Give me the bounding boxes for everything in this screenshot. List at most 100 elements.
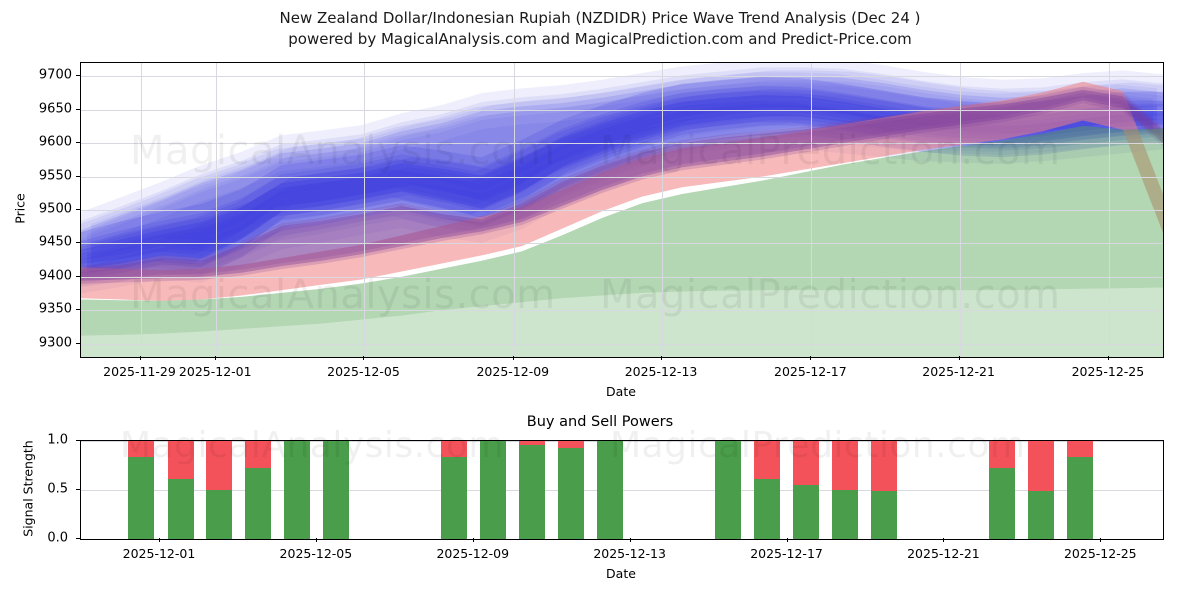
price-band-wave-band-inner-blue xyxy=(81,101,1153,274)
signal-x-tick-label: 2025-12-21 xyxy=(907,546,980,561)
price-y-tick-label: 9450 xyxy=(38,234,72,250)
signal-bar[interactable] xyxy=(245,441,272,539)
signal-x-tick-mark xyxy=(472,538,474,542)
price-band-support-band-green-lower xyxy=(81,287,1163,357)
sell-power-segment xyxy=(441,441,468,457)
signal-x-tick-label: 2025-12-13 xyxy=(593,546,666,561)
buy-power-segment xyxy=(715,441,742,539)
signal-y-tick-label: 0.0 xyxy=(47,530,68,546)
price-x-tick-mark xyxy=(215,356,217,360)
price-y-tick-label: 9550 xyxy=(38,168,72,184)
price-x-tick-label: 2025-12-01 xyxy=(178,364,252,379)
price-y-tick-label: 9400 xyxy=(38,268,72,284)
buy-power-segment xyxy=(870,490,897,539)
signal-x-tick-mark xyxy=(1100,538,1102,542)
buy-power-segment xyxy=(792,485,819,539)
sell-power-segment xyxy=(1027,441,1054,491)
price-band-wave-band-outer-blue xyxy=(81,63,1163,258)
signal-x-tick-mark xyxy=(158,538,160,542)
price-x-tick-label: 2025-12-25 xyxy=(1071,364,1145,379)
buy-power-segment xyxy=(127,456,154,539)
signal-bar[interactable] xyxy=(558,441,585,539)
buy-power-segment xyxy=(167,479,194,539)
signal-chart-plot-area xyxy=(80,440,1164,540)
signal-bar[interactable] xyxy=(441,441,468,539)
gridline-vertical xyxy=(662,63,664,357)
price-band-wave-band-inner-blue xyxy=(91,89,1163,263)
signal-x-tick-label: 2025-12-05 xyxy=(279,546,353,561)
price-y-tick-label: 9700 xyxy=(38,67,72,83)
signal-x-tick-mark xyxy=(943,538,945,542)
price-x-tick-label: 2025-12-13 xyxy=(624,364,698,379)
price-y-tick-mark xyxy=(76,209,80,210)
sell-power-segment xyxy=(831,441,858,490)
price-y-tick-mark xyxy=(76,275,80,277)
price-y-tick-mark xyxy=(76,108,80,110)
signal-y-tick-mark xyxy=(76,538,80,539)
signal-bar[interactable] xyxy=(715,441,742,539)
price-y-tick-label: 9500 xyxy=(38,201,72,217)
signal-bar[interactable] xyxy=(127,441,154,539)
price-band-wave-band-inner-blue xyxy=(81,77,1163,251)
signal-bar[interactable] xyxy=(1027,441,1054,539)
signal-bar[interactable] xyxy=(480,441,507,539)
price-band-support-band-green xyxy=(81,125,1163,336)
gridline-horizontal xyxy=(81,176,1163,178)
price-x-tick-label: 2025-12-09 xyxy=(476,364,550,379)
buy-power-segment xyxy=(441,456,468,539)
signal-y-tick-mark xyxy=(76,489,80,490)
buy-power-segment xyxy=(206,490,233,539)
price-y-tick-mark xyxy=(76,242,80,244)
buy-power-segment xyxy=(323,441,350,539)
price-wave-bands xyxy=(81,63,1163,357)
sell-power-segment xyxy=(792,441,819,486)
sell-power-segment xyxy=(870,441,897,491)
signal-x-tick-mark xyxy=(315,538,317,542)
signal-bar[interactable] xyxy=(792,441,819,539)
price-x-tick-mark xyxy=(958,356,960,360)
buy-power-segment xyxy=(1027,490,1054,539)
signal-bar[interactable] xyxy=(988,441,1015,539)
title-line-2: powered by MagicalAnalysis.com and Magic… xyxy=(288,30,912,48)
signal-x-tick-mark xyxy=(786,538,788,542)
signal-bar[interactable] xyxy=(284,441,311,539)
buy-power-segment xyxy=(480,441,507,539)
price-y-tick-label: 9350 xyxy=(38,301,72,317)
signal-bar[interactable] xyxy=(597,441,624,539)
signal-bar[interactable] xyxy=(831,441,858,539)
signal-bar[interactable] xyxy=(753,441,780,539)
signal-bar[interactable] xyxy=(1066,441,1093,539)
signal-x-tick-mark xyxy=(629,538,631,542)
price-x-tick-label: 2025-12-21 xyxy=(922,364,995,379)
buy-power-segment xyxy=(988,468,1015,539)
signal-bar[interactable] xyxy=(870,441,897,539)
gridline-horizontal xyxy=(81,243,1163,245)
buy-power-segment xyxy=(597,441,624,539)
gridline-horizontal xyxy=(81,310,1163,312)
signal-bar[interactable] xyxy=(206,441,233,539)
sell-power-segment xyxy=(753,441,780,480)
price-band-wave-band-inner-blue xyxy=(81,104,1163,278)
price-y-tick-mark xyxy=(76,175,80,177)
title-line-1: New Zealand Dollar/Indonesian Rupiah (NZ… xyxy=(279,9,921,27)
sell-power-segment xyxy=(1066,441,1093,457)
price-y-tick-mark xyxy=(76,342,80,344)
gridline-vertical xyxy=(513,63,515,357)
buy-power-segment xyxy=(753,479,780,539)
price-band-prediction-band-purple-overlap xyxy=(81,92,1163,284)
price-x-tick-label: 2025-12-17 xyxy=(774,364,847,379)
gridline-horizontal xyxy=(81,210,1163,211)
price-y-tick-label: 9300 xyxy=(38,335,72,351)
price-x-tick-mark xyxy=(139,356,141,360)
signal-bar[interactable] xyxy=(519,441,546,539)
signal-chart-title: Buy and Sell Powers xyxy=(526,414,674,430)
sell-power-segment xyxy=(245,441,272,469)
buy-power-segment xyxy=(831,490,858,539)
price-x-tick-mark xyxy=(1107,356,1109,360)
buy-power-segment xyxy=(558,447,585,539)
signal-bar[interactable] xyxy=(323,441,350,539)
gridline-vertical xyxy=(140,63,142,357)
signal-bar[interactable] xyxy=(167,441,194,539)
signal-x-tick-label: 2025-12-01 xyxy=(122,546,196,561)
page-title: New Zealand Dollar/Indonesian Rupiah (NZ… xyxy=(0,8,1200,50)
